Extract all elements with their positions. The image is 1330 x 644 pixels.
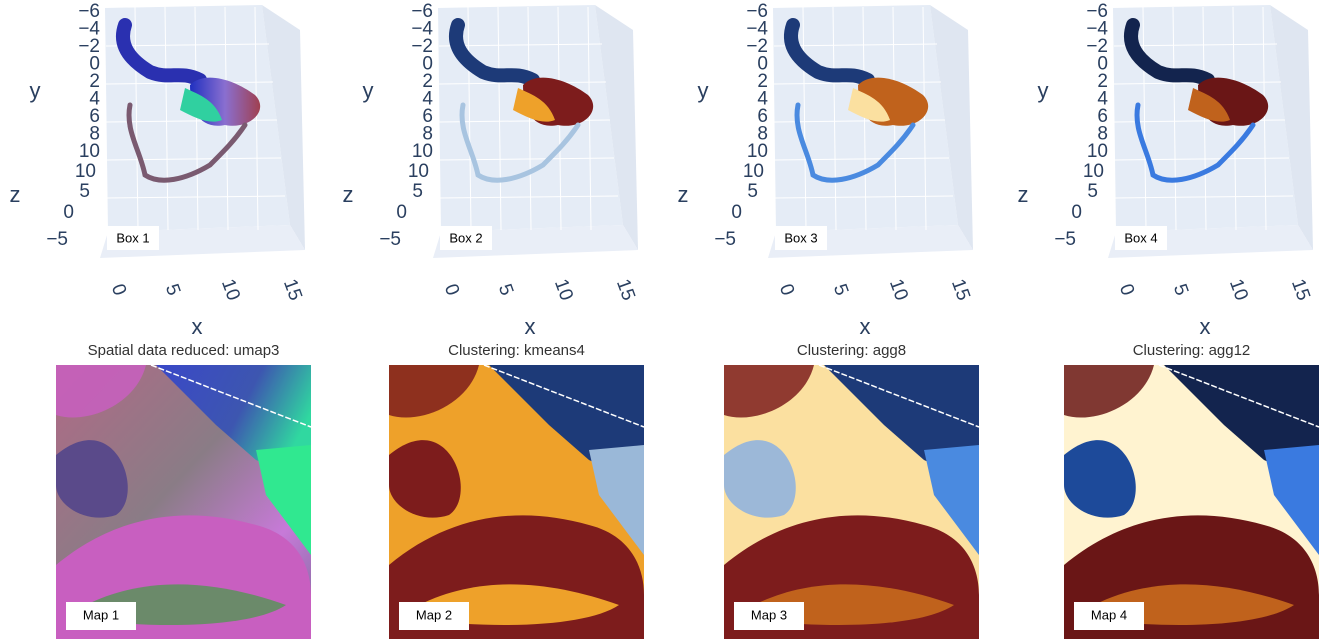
z-tick-label: −5 [379, 229, 401, 250]
x-tick-label: 0 [440, 281, 463, 298]
z-tick-label: −5 [46, 229, 68, 250]
z-tick-label: 10 [75, 161, 96, 182]
x-axis-title: x [192, 314, 203, 339]
x-tick-label: 10 [1225, 276, 1252, 303]
x-tick-label: 10 [217, 276, 244, 303]
y-tick-label: 10 [412, 141, 433, 162]
x-tick-label: 5 [161, 281, 184, 298]
map-label: Map 3 [751, 607, 787, 622]
z-tick-label: 10 [408, 161, 429, 182]
panel: y−6−4−20246810z1050−5051015xBox 1Spatial… [10, 1, 322, 639]
map-label: Map 4 [1091, 607, 1127, 622]
x-tick-label: 0 [107, 281, 130, 298]
map-title: Spatial data reduced: umap3 [88, 342, 280, 359]
z-tick-label: 10 [1083, 161, 1104, 182]
map-label: Map 2 [416, 607, 452, 622]
box-label: Box 1 [116, 230, 149, 245]
x-tick-label: 0 [775, 281, 798, 298]
y-tick-label: 10 [747, 141, 768, 162]
x-tick-label: 10 [550, 276, 577, 303]
z-axis-title: z [10, 182, 21, 207]
x-tick-label: 15 [279, 276, 306, 303]
map-title: Clustering: kmeans4 [448, 342, 585, 359]
y-axis-title: y [1038, 78, 1049, 103]
z-axis-title: z [678, 182, 689, 207]
x-tick-label: 5 [829, 281, 852, 298]
z-tick-label: 5 [747, 181, 758, 202]
z-tick-label: 0 [731, 202, 742, 223]
z-tick-label: 0 [63, 202, 74, 223]
z-tick-label: −5 [714, 229, 736, 250]
z-tick-label: 10 [743, 161, 764, 182]
box-label: Box 2 [449, 230, 482, 245]
y-axis-title: y [698, 78, 709, 103]
y-tick-label: 10 [79, 141, 100, 162]
x-tick-label: 15 [947, 276, 974, 303]
z-tick-label: 0 [1071, 202, 1082, 223]
x-tick-label: 15 [612, 276, 639, 303]
x-axis-title: x [525, 314, 536, 339]
map-title: Clustering: agg8 [797, 342, 906, 359]
x-tick-label: 10 [885, 276, 912, 303]
z-tick-label: −5 [1054, 229, 1076, 250]
y-axis-title: y [363, 78, 374, 103]
z-tick-label: 5 [1087, 181, 1098, 202]
y-tick-label: 10 [1087, 141, 1108, 162]
map-title: Clustering: agg12 [1133, 342, 1251, 359]
box-label: Box 3 [784, 230, 817, 245]
map-label: Map 1 [83, 607, 119, 622]
x-tick-label: 0 [1115, 281, 1138, 298]
box-label: Box 4 [1124, 230, 1157, 245]
x-tick-label: 5 [494, 281, 517, 298]
z-tick-label: 5 [412, 181, 423, 202]
z-axis-title: z [1018, 182, 1029, 207]
y-axis-title: y [30, 78, 41, 103]
x-tick-label: 15 [1287, 276, 1314, 303]
z-tick-label: 5 [79, 181, 90, 202]
panel: y−6−4−20246810z1050−5051015xBox 4Cluster… [1018, 1, 1330, 639]
x-tick-label: 5 [1169, 281, 1192, 298]
z-tick-label: 0 [396, 202, 407, 223]
x-axis-title: x [860, 314, 871, 339]
x-axis-title: x [1200, 314, 1211, 339]
figure: y−6−4−20246810z1050−5051015xBox 1Spatial… [0, 0, 1330, 639]
z-axis-title: z [343, 182, 354, 207]
